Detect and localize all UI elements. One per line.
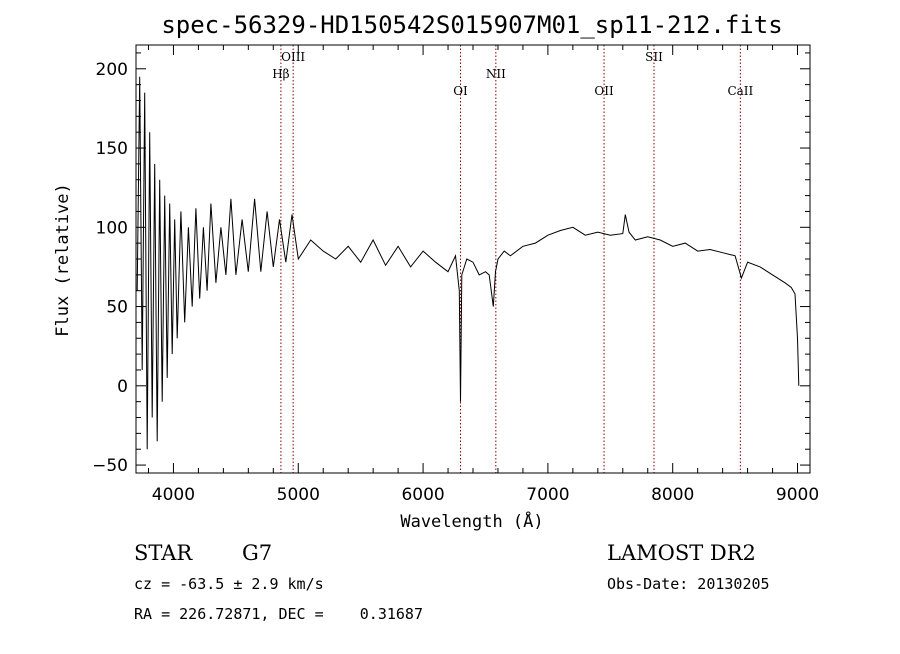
x-tick-label: 9000 <box>776 485 819 505</box>
reference-line-label: OIII <box>281 50 305 64</box>
x-tick-label: 7000 <box>526 485 569 505</box>
redshift-label: cz = -63.5 ± 2.9 km/s <box>134 575 324 593</box>
subclass-label: G7 <box>242 541 272 565</box>
y-tick-label: 150 <box>96 139 128 159</box>
y-axis-title: Flux (relative) <box>53 183 73 337</box>
x-tick-label: 6000 <box>401 485 444 505</box>
reference-line-label: CaII <box>727 84 753 98</box>
y-tick-label: 200 <box>96 60 128 80</box>
y-tick-label: 50 <box>106 298 128 318</box>
x-tick-label: 8000 <box>651 485 694 505</box>
object-class-label: STAR <box>134 541 193 565</box>
reference-line-label: Hβ <box>272 67 289 81</box>
reference-line-labels: Hβ OIII OI NII OII SII CaII <box>272 50 753 98</box>
survey-label: LAMOST DR2 <box>607 541 756 565</box>
reference-line-label: SII <box>645 50 663 64</box>
reference-lines <box>280 45 741 473</box>
y-axis-ticks: −50 0 50 100 150 200 <box>92 52 810 476</box>
reference-line-label: NII <box>486 67 506 81</box>
x-tick-label: 5000 <box>277 485 320 505</box>
spectrum-series-line <box>136 76 800 450</box>
y-tick-label: 0 <box>117 377 128 397</box>
obs-date-label: Obs-Date: 20130205 <box>607 575 770 593</box>
x-tick-label: 4000 <box>152 485 195 505</box>
chart-title: spec-56329-HD150542S015907M01_sp11-212.f… <box>161 11 782 39</box>
reference-line-label: OI <box>453 84 468 98</box>
plot-frame <box>135 44 811 474</box>
reference-line-label: OII <box>594 84 614 98</box>
x-axis-title: Wavelength (Å) <box>400 510 543 532</box>
x-axis-ticks: 4000 5000 6000 7000 8000 9000 <box>147 45 819 505</box>
coordinates-label: RA = 226.72871, DEC = 0.31687 <box>134 605 423 623</box>
y-tick-label: −50 <box>92 456 128 476</box>
y-tick-label: 100 <box>96 218 128 238</box>
